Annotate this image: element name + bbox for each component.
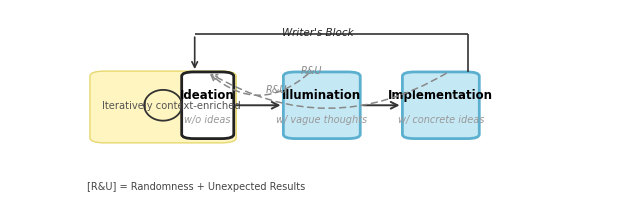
FancyBboxPatch shape <box>90 71 236 143</box>
FancyBboxPatch shape <box>403 72 479 139</box>
Text: w/ vague thoughts: w/ vague thoughts <box>276 115 367 125</box>
Text: Writer's Block: Writer's Block <box>282 28 354 38</box>
Text: w/o ideas: w/o ideas <box>184 115 231 125</box>
Text: Implementation: Implementation <box>388 89 493 101</box>
Text: [R&U] = Randomness + Unexpected Results: [R&U] = Randomness + Unexpected Results <box>88 182 306 192</box>
Text: w/ concrete ideas: w/ concrete ideas <box>397 115 484 125</box>
Text: R&U: R&U <box>301 66 322 76</box>
Text: Iteratively context-enriched: Iteratively context-enriched <box>102 101 241 111</box>
FancyBboxPatch shape <box>284 72 360 139</box>
Text: Ideation: Ideation <box>180 89 235 101</box>
FancyBboxPatch shape <box>182 72 234 139</box>
Text: Illumination: Illumination <box>282 89 362 101</box>
Text: R&U: R&U <box>266 85 287 95</box>
